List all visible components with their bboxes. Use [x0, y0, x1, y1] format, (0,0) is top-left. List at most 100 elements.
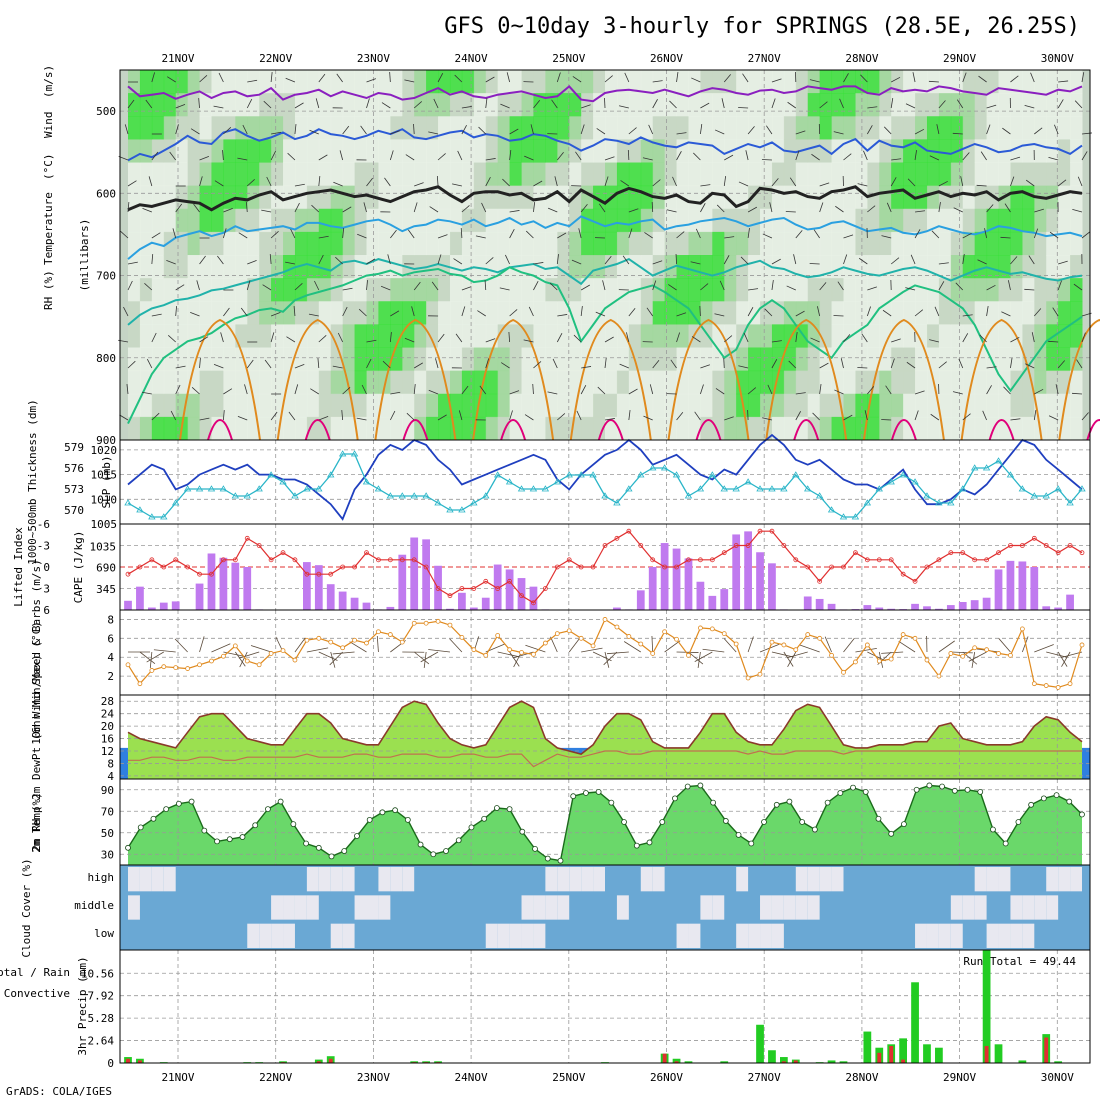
- rh-cell: [259, 255, 272, 279]
- lifted-index-marker: [364, 550, 369, 556]
- y-tick-pressure: 800: [96, 352, 116, 365]
- wind-speed-marker: [793, 647, 799, 653]
- wind-barb-10m: [512, 651, 534, 659]
- rh-cell: [211, 116, 224, 140]
- cloud-cell: [306, 867, 319, 892]
- rh-cell: [1010, 116, 1023, 140]
- rh-cell: [223, 93, 236, 117]
- cloud-cell: [509, 923, 522, 948]
- cloud-cell: [247, 923, 260, 948]
- lifted-index-marker: [626, 528, 632, 534]
- rh-marker: [773, 801, 780, 808]
- wind-barb: [214, 180, 224, 187]
- wind-barb: [1052, 307, 1059, 317]
- rh-cell: [962, 162, 976, 187]
- rh-cell: [1022, 139, 1035, 163]
- rh-cell: [926, 393, 940, 418]
- wind-barb: [914, 150, 918, 161]
- wind-barb: [390, 130, 400, 135]
- lifted-index-line: [127, 530, 1083, 604]
- wind-speed-marker: [244, 658, 250, 664]
- rh-cell: [294, 347, 308, 372]
- rh-cell: [461, 70, 475, 94]
- rh-cell: [485, 416, 499, 441]
- wind-barb: [652, 179, 661, 187]
- rh-cell: [1058, 278, 1071, 302]
- temperature-contour: [127, 257, 1083, 326]
- wind-barb: [223, 307, 230, 317]
- rh-cell: [449, 93, 463, 117]
- y-tick-thickness: 570: [64, 504, 84, 517]
- thickness-marker: [613, 499, 621, 506]
- y-axis-label-wind10m: 10m Wind Speed & Barbs (m/s): [30, 559, 43, 744]
- thickness-marker: [708, 471, 717, 478]
- rh-cell: [342, 301, 356, 325]
- wind-barb: [1034, 127, 1043, 135]
- cape-bar: [302, 562, 311, 610]
- wind-barb: [509, 228, 515, 239]
- rh-cell: [664, 393, 678, 418]
- rh-cell: [128, 208, 141, 233]
- rh-cell: [819, 416, 833, 441]
- wind-barb: [676, 72, 679, 83]
- wind-barb-10m: [146, 651, 164, 663]
- cape-bar: [171, 601, 180, 610]
- rh-cell: [366, 70, 379, 94]
- rh-cell: [640, 139, 654, 163]
- rh-cell: [187, 208, 201, 233]
- rh-cell: [1022, 347, 1035, 372]
- rh-cell: [330, 324, 344, 348]
- rh-cell: [163, 278, 177, 302]
- date-label-bottom: 21NOV: [161, 1071, 194, 1084]
- rh-cell: [438, 324, 451, 348]
- rh-cell: [724, 393, 737, 418]
- rh-cell: [998, 255, 1011, 279]
- wind-barb: [246, 98, 253, 109]
- rh-cell: [1070, 185, 1083, 210]
- rh-cell: [557, 278, 570, 302]
- thickness-marker: [589, 471, 597, 478]
- rh-cell: [318, 393, 332, 418]
- y-tick-wind: 4: [107, 651, 114, 664]
- rh-cell: [640, 70, 654, 94]
- cloud-cell: [712, 895, 725, 920]
- wind-barb-10m: [787, 651, 808, 659]
- wind-barb: [771, 98, 776, 109]
- wind-barb: [437, 72, 444, 83]
- rh-cell: [139, 116, 153, 140]
- rh-cell: [593, 208, 606, 233]
- rh-cell: [1046, 93, 1059, 117]
- wind-barb: [580, 203, 588, 213]
- rh-cell: [843, 370, 856, 395]
- rh-cell: [259, 416, 272, 441]
- rh-cell: [712, 162, 725, 187]
- lifted-index-marker: [602, 543, 608, 548]
- rh-cell: [760, 93, 773, 117]
- rh-cell: [640, 278, 654, 302]
- wind-barb: [604, 97, 606, 109]
- rh-cell: [950, 255, 964, 279]
- wind-barb: [676, 411, 684, 421]
- cape-bar: [386, 606, 395, 610]
- rh-cell: [1034, 231, 1047, 256]
- rh-cell: [271, 278, 284, 302]
- wind-barb: [294, 124, 297, 135]
- rh-cell: [915, 93, 928, 117]
- cape-bar: [827, 603, 836, 610]
- rh-cell: [605, 278, 618, 302]
- rh-cell: [533, 70, 546, 94]
- rh-cell: [986, 139, 1000, 163]
- rh-cell: [485, 93, 499, 117]
- wind-barb: [1055, 384, 1059, 395]
- lifted-index-marker: [280, 550, 286, 556]
- rh-cell: [259, 393, 272, 418]
- rh-cell: [259, 185, 272, 210]
- wind-barb: [554, 176, 558, 187]
- wind-barb: [694, 411, 701, 421]
- rh-cell: [783, 93, 797, 117]
- cloud-cell: [593, 867, 605, 892]
- cloud-cell: [616, 895, 629, 920]
- wind-barb: [461, 385, 469, 395]
- rh-cell: [795, 116, 809, 140]
- rh-cell: [843, 93, 856, 117]
